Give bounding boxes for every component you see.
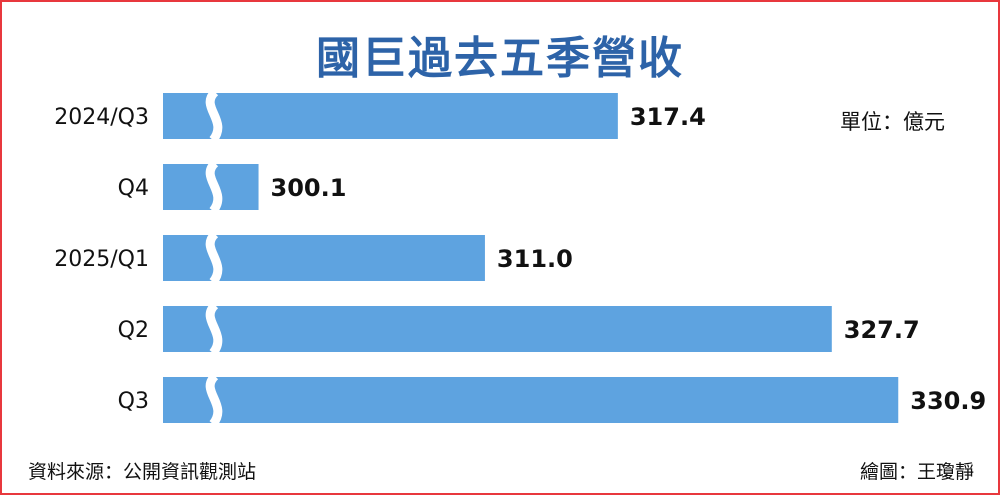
- axis-break-3: [205, 301, 223, 356]
- axis-break-4: [205, 372, 223, 427]
- chart-title: 國巨過去五季營收: [316, 33, 684, 84]
- axis-break-0: [205, 88, 223, 143]
- bar-4: [163, 377, 899, 423]
- value-label-2: 311.0: [497, 245, 573, 273]
- value-label-0: 317.4: [630, 103, 706, 131]
- axis-break-2: [205, 230, 223, 285]
- bar-3: [163, 306, 832, 352]
- axis-break-1: [205, 159, 223, 214]
- value-label-4: 330.9: [910, 387, 986, 415]
- value-label-1: 300.1: [271, 174, 347, 202]
- category-label-1: Q4: [118, 176, 149, 201]
- category-label-3: Q2: [118, 318, 149, 343]
- unit-note: 單位：億元: [840, 110, 945, 134]
- source-note: 資料來源：公開資訊觀測站: [28, 461, 257, 483]
- credit-note: 繪圖：王瓊靜: [859, 461, 974, 483]
- value-label-3: 327.7: [844, 316, 920, 344]
- category-label-2: 2025/Q1: [54, 247, 149, 272]
- category-label-4: Q3: [118, 389, 149, 414]
- category-label-0: 2024/Q3: [54, 105, 149, 130]
- bar-0: [163, 93, 618, 139]
